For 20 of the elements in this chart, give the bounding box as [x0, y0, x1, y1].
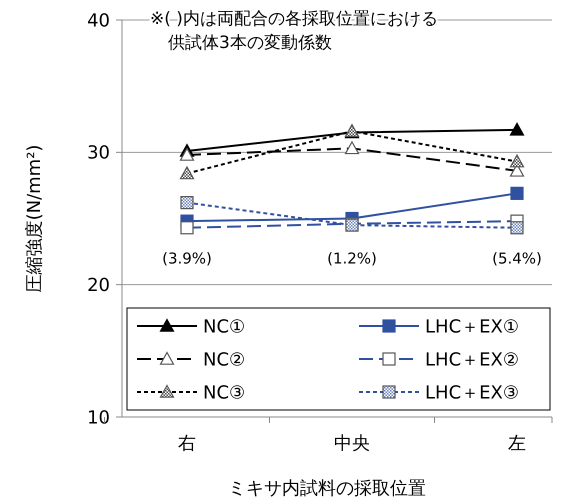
- legend-label: LHC＋EX③: [425, 382, 519, 404]
- legend-label: NC①: [203, 316, 246, 338]
- y-tick-label: 40: [87, 10, 110, 32]
- legend-label: NC②: [203, 349, 246, 370]
- legend-label: LHC＋EX①: [425, 316, 519, 338]
- annotation: (3.9%): [162, 249, 212, 268]
- y-axis-title: 圧縮強度(N/mm²): [24, 144, 45, 292]
- y-tick-label: 10: [87, 407, 110, 428]
- annotation: 供試体3本の変動係数: [168, 33, 332, 53]
- annotation: ※( )内は両配合の各採取位置における: [150, 9, 438, 29]
- legend-label: LHC＋EX②: [425, 349, 519, 370]
- x-tick-label: 右: [178, 433, 196, 454]
- y-tick-label: 20: [87, 274, 110, 296]
- annotation: (5.4%): [492, 249, 542, 268]
- y-tick-label: 30: [87, 142, 110, 164]
- x-axis-title: ミキサ内試料の採取位置: [228, 478, 426, 499]
- x-tick-label: 左: [508, 433, 526, 454]
- x-tick-label: 中央: [334, 433, 370, 454]
- annotation: (1.2%): [327, 249, 377, 268]
- legend-label: NC③: [203, 382, 246, 404]
